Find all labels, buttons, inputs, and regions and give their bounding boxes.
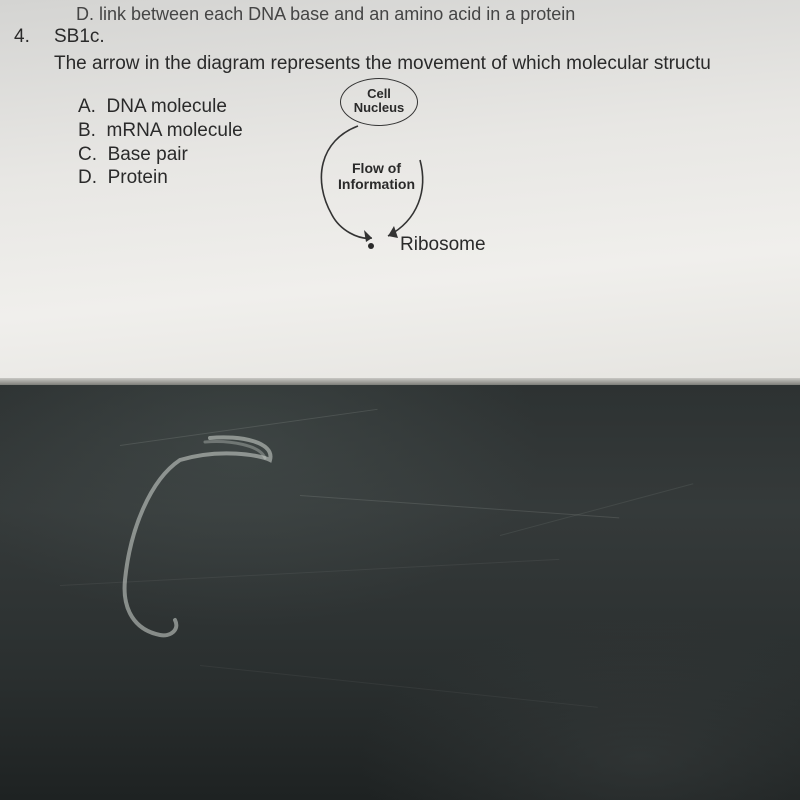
question-code: SB1c. bbox=[54, 26, 105, 48]
desk-scratch bbox=[500, 483, 693, 536]
prev-text: link between each DNA base and an amino … bbox=[99, 4, 575, 24]
choice-letter: A. bbox=[78, 96, 96, 117]
nucleus-line2: Nucleus bbox=[354, 100, 405, 115]
choice-d: D. Protein bbox=[78, 166, 243, 190]
choice-letter: D. bbox=[78, 167, 97, 188]
ribosome-dot bbox=[368, 243, 374, 249]
choice-c: C. Base pair bbox=[78, 143, 243, 167]
choice-a: A. DNA molecule bbox=[78, 95, 243, 119]
choice-text: mRNA molecule bbox=[107, 120, 243, 141]
nucleus-line1: Cell bbox=[367, 86, 391, 101]
ribosome-label: Ribosome bbox=[400, 234, 486, 256]
choice-letter: B. bbox=[78, 120, 96, 141]
chalk-mark bbox=[110, 430, 290, 650]
choice-letter: C. bbox=[78, 144, 97, 165]
worksheet-paper: D. link between each DNA base and an ami… bbox=[0, 0, 800, 385]
choice-text: DNA molecule bbox=[107, 96, 227, 117]
answer-choices: A. DNA molecule B. mRNA molecule C. Base… bbox=[78, 95, 243, 190]
prev-letter: D. bbox=[76, 4, 94, 24]
question-number: 4. bbox=[14, 26, 30, 48]
flow-line2: Information bbox=[338, 176, 415, 192]
flow-line1: Flow of bbox=[352, 160, 401, 176]
previous-choice-d: D. link between each DNA base and an ami… bbox=[76, 4, 575, 25]
desk-scratch bbox=[200, 665, 598, 708]
choice-text: Protein bbox=[108, 167, 168, 188]
flow-of-information-label: Flow of Information bbox=[338, 160, 415, 192]
question-stem: The arrow in the diagram represents the … bbox=[54, 53, 711, 75]
cell-nucleus-bubble: Cell Nucleus bbox=[340, 78, 418, 126]
choice-text: Base pair bbox=[108, 144, 188, 165]
choice-b: B. mRNA molecule bbox=[78, 119, 243, 143]
flow-diagram: Cell Nucleus Flow of Information Ribosom… bbox=[298, 78, 558, 298]
